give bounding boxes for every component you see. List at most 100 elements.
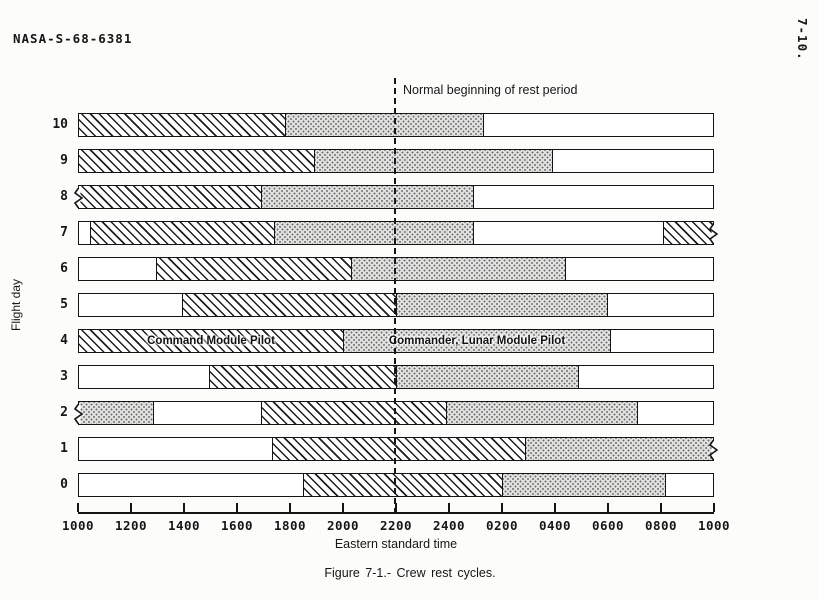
cmp-rest-segment — [208, 366, 396, 388]
x-axis-tick-label: 1600 — [220, 518, 254, 533]
awake-segment — [153, 402, 262, 424]
flight-day-row: 8 — [0, 185, 819, 209]
axis-break-mark — [708, 223, 719, 245]
cmp-rest-segment — [79, 150, 314, 172]
cdr-lmp-rest-segment — [313, 150, 552, 172]
awake-segment — [607, 294, 713, 316]
flight-day-tick-label: 4 — [60, 333, 68, 348]
cmp-rest-segment — [79, 186, 262, 208]
cdr-lmp-rest-segment — [285, 114, 484, 136]
cdr-lmp-rest-segment — [79, 402, 154, 424]
rest-cycle-bar — [78, 437, 719, 461]
awake-segment — [472, 222, 663, 244]
rest-cycle-bar — [78, 365, 714, 389]
flight-day-tick-label: 6 — [60, 261, 68, 276]
flight-day-tick-label: 8 — [60, 189, 68, 204]
awake-segment — [551, 150, 713, 172]
x-axis-tick-label: 0200 — [485, 518, 519, 533]
awake-segment — [609, 330, 713, 352]
x-axis-tick — [554, 503, 556, 512]
flight-day-tick-label: 3 — [60, 369, 68, 384]
x-axis-tick — [607, 503, 609, 512]
awake-segment — [472, 186, 713, 208]
cmp-rest-segment — [182, 294, 396, 316]
flight-day-row: 4 Command Module Pilot Commander, Lunar Mo… — [0, 329, 819, 353]
awake-segment — [79, 222, 90, 244]
flight-day-tick-label: 0 — [60, 477, 68, 492]
rest-period-annotation: Normal beginning of rest period — [403, 83, 578, 97]
cdr-lmp-rest-segment: Commander, Lunar Module Pilot — [343, 330, 610, 352]
awake-segment — [665, 474, 713, 496]
cdr-lmp-rest-segment — [350, 258, 566, 280]
x-axis-tick-label: 1000 — [61, 518, 95, 533]
awake-segment — [483, 114, 713, 136]
flight-day-tick-label: 7 — [60, 225, 68, 240]
flight-day-row: 7 — [0, 221, 819, 245]
awake-segment — [79, 294, 183, 316]
awake-segment — [79, 366, 209, 388]
flight-day-row: 6 — [0, 257, 819, 281]
x-axis-tick-label: 1200 — [114, 518, 148, 533]
flight-day-row: 5 — [0, 293, 819, 317]
x-axis-tick-label: 1400 — [167, 518, 201, 533]
cdr-lmp-rest-segment — [261, 186, 473, 208]
cmp-rest-segment — [89, 222, 275, 244]
rest-cycle-bar — [78, 113, 714, 137]
cdr-lmp-rest-segment — [501, 474, 666, 496]
flight-day-tick-label: 5 — [60, 297, 68, 312]
x-axis-tick-label: 2400 — [432, 518, 466, 533]
rest-cycle-bar — [78, 149, 714, 173]
cdr-lmp-rest-segment — [396, 294, 608, 316]
cmp-rest-segment — [303, 474, 502, 496]
awake-segment — [79, 474, 304, 496]
rest-cycle-bar — [73, 401, 714, 425]
x-axis-tick-label: 2200 — [379, 518, 413, 533]
cmp-rest-segment — [272, 438, 526, 460]
page-number: 7-10. — [795, 18, 810, 61]
x-axis-tick — [183, 503, 185, 512]
x-axis-tick — [77, 503, 79, 512]
flight-day-tick-label: 2 — [60, 405, 68, 420]
rest-period-dashed-line — [394, 78, 396, 514]
x-axis-tick-label: 1000 — [697, 518, 731, 533]
cmp-rest-segment — [261, 402, 447, 424]
flight-day-row: 1 — [0, 437, 819, 461]
x-axis-line — [78, 512, 714, 514]
x-axis-tick — [236, 503, 238, 512]
x-axis-tick-label: 0400 — [538, 518, 572, 533]
rest-cycle-bar: Command Module Pilot Commander, Lunar Mod… — [78, 329, 714, 353]
awake-segment — [79, 438, 273, 460]
flight-day-row: 9 — [0, 149, 819, 173]
cdr-lmp-rest-segment — [525, 438, 713, 460]
flight-day-tick-label: 10 — [52, 117, 68, 132]
x-axis-tick — [342, 503, 344, 512]
cdr-lmp-rest-segment — [396, 366, 579, 388]
x-axis-tick-label: 1800 — [273, 518, 307, 533]
flight-day-row: 2 — [0, 401, 819, 425]
x-axis-tick-label: 0600 — [591, 518, 625, 533]
axis-break-mark — [73, 403, 84, 425]
rest-cycle-bar — [78, 257, 714, 281]
flight-day-tick-label: 9 — [60, 153, 68, 168]
cdr-lmp-rest-segment — [446, 402, 637, 424]
x-axis-label: Eastern standard time — [334, 537, 458, 551]
x-axis-tick — [448, 503, 450, 512]
x-axis-tick-label: 2000 — [326, 518, 360, 533]
awake-segment — [578, 366, 713, 388]
axis-break-mark — [708, 439, 719, 461]
x-axis-tick — [130, 503, 132, 512]
x-axis-tick — [289, 503, 291, 512]
segment-legend-label: Command Module Pilot — [147, 335, 275, 347]
flight-day-tick-label: 1 — [60, 441, 68, 456]
awake-segment — [565, 258, 713, 280]
cdr-lmp-rest-segment — [274, 222, 473, 244]
x-axis-tick — [395, 503, 397, 512]
awake-segment — [636, 402, 713, 424]
flight-day-row: 0 — [0, 473, 819, 497]
document-number: NASA-S-68-6381 — [13, 31, 133, 46]
flight-day-row: 10 — [0, 113, 819, 137]
x-axis-tick — [660, 503, 662, 512]
awake-segment — [79, 258, 156, 280]
rest-cycle-bar — [73, 185, 714, 209]
